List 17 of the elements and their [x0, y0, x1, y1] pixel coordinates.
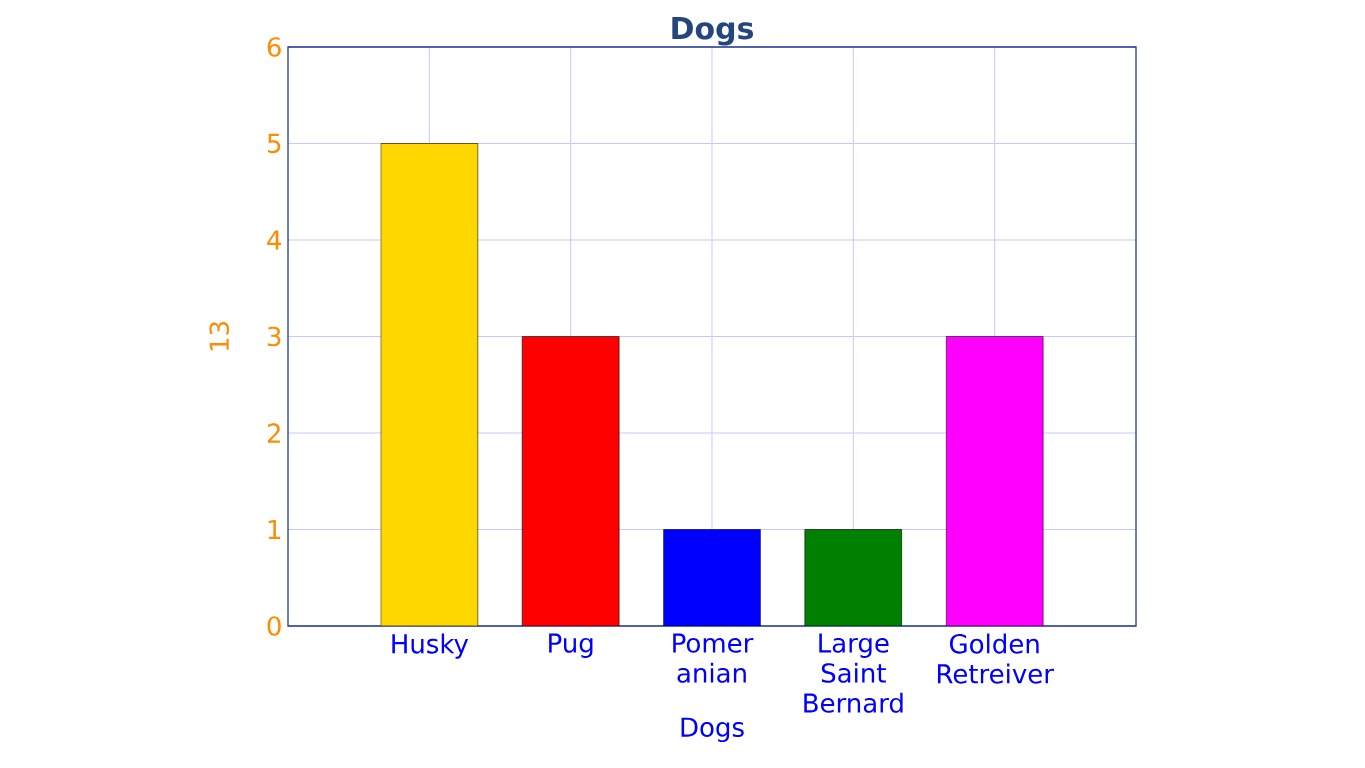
x-tick-label: Husky	[392, 633, 469, 659]
chart-title: Dogs	[672, 17, 754, 46]
y-axis-title: 13	[209, 322, 230, 351]
x-tick-label: Pomer anian	[673, 633, 754, 683]
x-tick-label: Golden Retreiver	[937, 633, 1054, 684]
y-tick-label: 1	[268, 520, 281, 539]
x-tick-label: Pug	[549, 633, 593, 658]
y-tick-label: 5	[267, 133, 281, 154]
y-tick-label: 0	[267, 616, 281, 636]
x-axis-title: Dogs	[681, 717, 744, 743]
x-tick-label: Large Saint Bernard	[804, 633, 903, 713]
y-tick-label: 2	[267, 423, 280, 443]
y-tick-label: 4	[267, 230, 282, 250]
bar	[380, 143, 479, 626]
bar	[804, 529, 903, 626]
y-tick-label: 6	[267, 37, 281, 57]
y-tick-label: 3	[267, 326, 281, 347]
